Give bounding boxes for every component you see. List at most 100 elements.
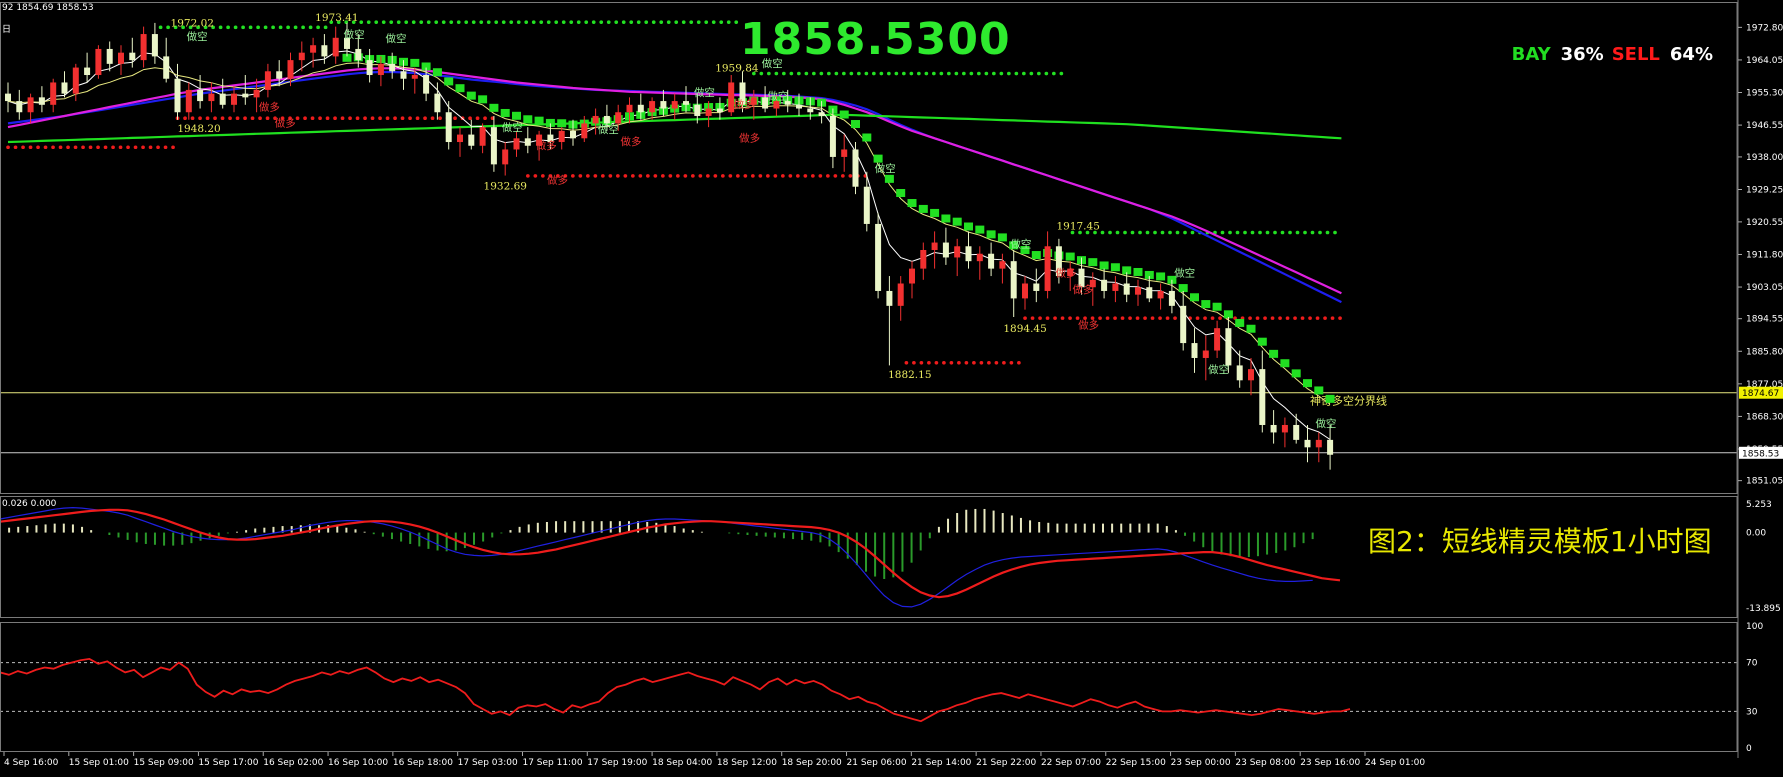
candle-body xyxy=(615,112,622,124)
candle-body xyxy=(27,97,34,113)
signal-label-sell: 做空 xyxy=(1315,417,1336,430)
candle-body xyxy=(954,246,961,258)
x-tick-label: 22 Sep 07:00 xyxy=(1041,758,1101,768)
candle-body xyxy=(694,104,701,116)
candle-body xyxy=(671,101,678,109)
staircase-block xyxy=(1144,270,1154,279)
candle-body xyxy=(807,108,814,113)
candle-body xyxy=(728,82,735,113)
staircase-block xyxy=(489,103,499,112)
candle-body xyxy=(174,78,181,113)
candle-body xyxy=(1180,305,1187,344)
candle-body xyxy=(875,223,882,291)
signal-label-sell: 做空 xyxy=(385,32,406,45)
candle-body xyxy=(1067,268,1074,277)
x-tick-label: 16 Sep 02:00 xyxy=(263,758,323,768)
y-tick-label: 1920.55 xyxy=(1746,218,1783,228)
candle-body xyxy=(1010,261,1017,299)
staircase-block xyxy=(839,110,849,119)
candle-body xyxy=(129,52,136,61)
candle-body xyxy=(942,242,949,258)
candle-body xyxy=(1123,283,1130,295)
staircase-block xyxy=(1133,267,1143,276)
signal-label-sell: 做空 xyxy=(502,121,523,134)
candle-body xyxy=(524,138,531,146)
staircase-block xyxy=(1178,284,1188,293)
moving-average-ma_green xyxy=(7,113,1342,144)
y-tick-label: 1964.05 xyxy=(1746,56,1783,66)
candle-body xyxy=(355,48,362,61)
candle-body xyxy=(1259,369,1266,425)
rsi-tick-label: 70 xyxy=(1746,659,1758,669)
candle-body xyxy=(637,104,644,113)
staircase-block xyxy=(455,84,465,93)
macd-panel xyxy=(0,506,1341,608)
slow-ma-line xyxy=(7,62,1331,405)
candle-body xyxy=(151,34,158,57)
candle-body xyxy=(423,75,430,94)
candle-body xyxy=(106,48,113,64)
candle-body xyxy=(287,60,294,79)
candle-body xyxy=(581,123,588,139)
staircase-block xyxy=(500,108,510,117)
staircase-block xyxy=(964,222,973,231)
macd-panel-frame xyxy=(0,496,1738,618)
signal-label-sell: 做空 xyxy=(767,89,788,102)
signal-label-sell: 做空 xyxy=(598,123,619,136)
staircase-block xyxy=(975,225,985,234)
candle-body xyxy=(276,71,283,79)
y-tick-label: 1903.05 xyxy=(1746,283,1783,293)
candle-body xyxy=(626,104,633,113)
macd-signal-line xyxy=(0,508,1341,599)
candle-body xyxy=(310,45,317,53)
buy-label: BAY xyxy=(1511,44,1551,65)
signal-label-sell: 做空 xyxy=(1174,266,1195,279)
candle-body xyxy=(1157,290,1164,299)
candle-body xyxy=(445,112,452,143)
candle-body xyxy=(163,56,170,79)
candle-body xyxy=(1044,246,1051,291)
signal-label-sell: 做空 xyxy=(875,162,896,175)
staircase-block xyxy=(1223,310,1233,319)
candle-body xyxy=(1270,424,1277,433)
staircase-block xyxy=(1020,245,1030,254)
signal-label-sell: 做空 xyxy=(1010,237,1031,250)
signal-label-buy: 做多 xyxy=(536,139,557,152)
divider-line-label: 神奇多空分界线 xyxy=(1310,394,1387,408)
candle-body xyxy=(50,82,57,105)
x-tick-label: 21 Sep 06:00 xyxy=(847,758,907,768)
x-tick-label: 15 Sep 17:00 xyxy=(198,758,258,768)
candle-body xyxy=(547,134,554,143)
staircase-block xyxy=(986,230,996,239)
candle-body xyxy=(558,130,565,143)
rsi-tick-label: 100 xyxy=(1746,622,1763,632)
candle-body xyxy=(479,127,486,146)
price-level-label: 1882.15 xyxy=(888,369,931,381)
x-tick-label: 22 Sep 15:00 xyxy=(1106,758,1166,768)
y-tick-label: 1938.00 xyxy=(1746,153,1783,163)
candle-body xyxy=(976,253,983,262)
candle-body xyxy=(818,112,825,116)
staircase-block xyxy=(342,53,352,62)
x-tick-label: 16 Sep 10:00 xyxy=(328,758,388,768)
candle-body xyxy=(750,97,757,105)
candle-body xyxy=(683,101,689,105)
candle-body xyxy=(434,93,441,113)
y-tick-label: 1868.30 xyxy=(1746,412,1783,422)
staircase-block xyxy=(432,68,442,77)
candle-body xyxy=(95,48,102,76)
price-level-label: 1948.20 xyxy=(177,123,220,135)
candle-body xyxy=(592,115,599,124)
x-tick-label: 24 Sep 01:00 xyxy=(1365,758,1425,768)
price-tag: 1874.67 xyxy=(1742,389,1779,399)
candle-body xyxy=(1304,439,1311,448)
candle-body xyxy=(1315,439,1322,448)
signal-label-buy: 做多 xyxy=(275,117,296,130)
x-tick-label: 4 Sep 16:00 xyxy=(4,758,59,768)
staircase-block xyxy=(907,199,917,208)
candle-body xyxy=(1033,283,1040,291)
x-tick-label: 17 Sep 11:00 xyxy=(522,758,582,768)
candle-body xyxy=(536,134,543,146)
candle-body xyxy=(762,97,769,109)
candle-body xyxy=(208,93,215,102)
